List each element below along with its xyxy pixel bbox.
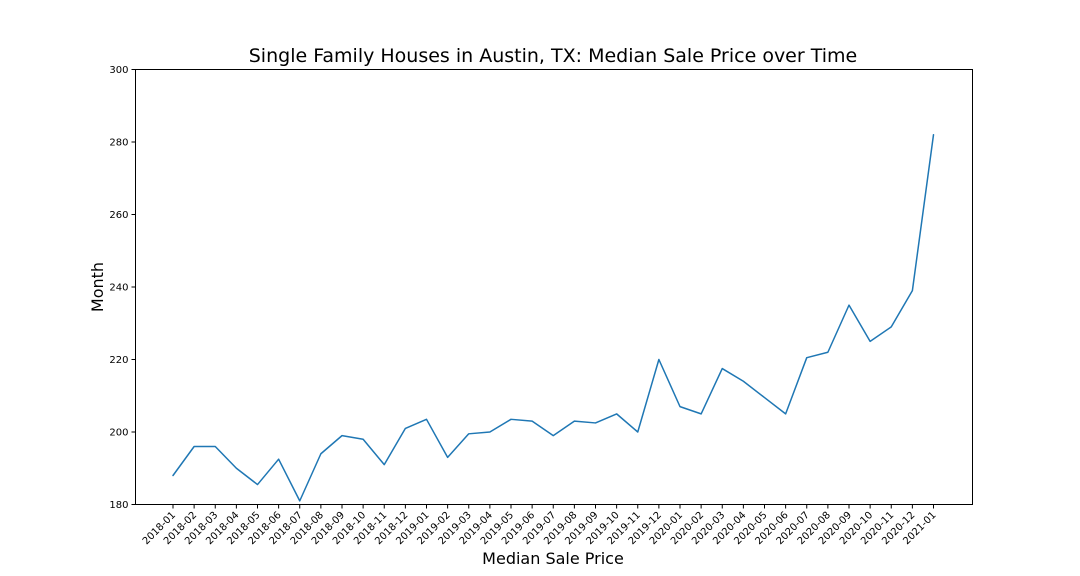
y-tick-label: 260 xyxy=(109,210,128,221)
y-axis-label: Month xyxy=(88,262,107,312)
y-tick-label: 180 xyxy=(109,500,128,511)
y-tick-label: 200 xyxy=(109,428,128,439)
plot-frame xyxy=(135,69,973,505)
series-line xyxy=(172,134,935,502)
x-axis: 2018-012018-022018-032018-042018-052018-… xyxy=(141,504,939,547)
y-tick-label: 300 xyxy=(109,65,128,76)
y-tick-label: 240 xyxy=(109,283,128,294)
plot-area: 180 200 220 240 260 280 300 2018-012018-022018… xyxy=(109,65,973,547)
data-points xyxy=(172,134,934,501)
y-tick-label: 220 xyxy=(109,355,128,366)
chart-title: Single Family Houses in Austin, TX: Medi… xyxy=(249,45,857,67)
y-tick-label: 280 xyxy=(109,138,128,149)
x-axis-label: Median Sale Price xyxy=(482,549,624,568)
y-axis: 180 200 220 240 260 280 300 xyxy=(109,65,136,511)
